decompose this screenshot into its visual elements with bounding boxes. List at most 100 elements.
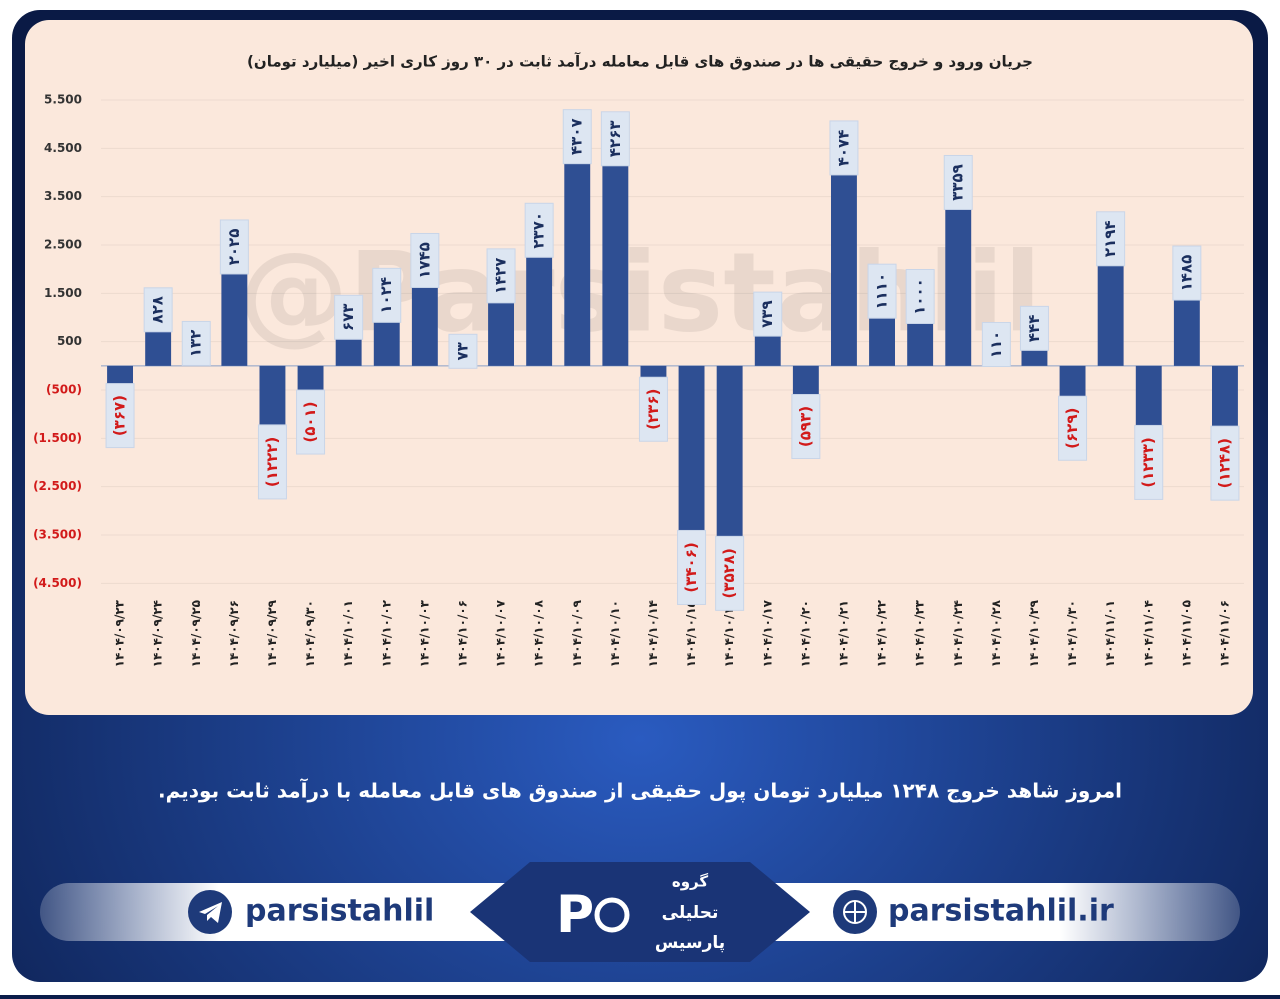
bar bbox=[640, 365, 667, 378]
value-label-box bbox=[677, 529, 707, 605]
x-tick-label: ۱۴۰۴/۱۰/۱۰ bbox=[608, 600, 622, 667]
value-label: (۱۲۲۲) bbox=[263, 437, 281, 487]
bar bbox=[526, 251, 553, 366]
x-tick-label: ۱۴۰۴/۱۰/۰۸ bbox=[532, 599, 546, 667]
x-tick-label: ۱۴۰۴/۱۰/۱۶ bbox=[722, 600, 736, 667]
x-tick-label: ۱۴۰۴/۱۰/۱۵ bbox=[684, 600, 698, 667]
value-label: ۷۳ bbox=[453, 342, 471, 360]
y-tick-label: 500 bbox=[57, 334, 82, 348]
bar bbox=[1097, 259, 1124, 366]
telegram-handle: parsistahlil bbox=[245, 894, 434, 929]
x-tick-label: ۱۴۰۴/۱۰/۲۴ bbox=[951, 600, 965, 667]
value-label: ۴۳۰۷ bbox=[568, 118, 586, 155]
website: parsistahlil.ir bbox=[888, 894, 1114, 929]
y-tick-label: (2.500) bbox=[33, 479, 82, 493]
logo-mark: P bbox=[556, 885, 594, 945]
bar bbox=[107, 365, 134, 384]
value-label-box bbox=[372, 267, 402, 323]
value-label-box bbox=[829, 120, 859, 176]
value-label: (۵۰۱) bbox=[301, 401, 319, 442]
bar bbox=[145, 325, 172, 366]
x-tick-label: ۱۴۰۴/۰۹/۳۰ bbox=[303, 600, 317, 667]
x-tick-label: ۱۴۰۴/۱۰/۰۳ bbox=[417, 599, 431, 667]
value-label-box bbox=[638, 376, 668, 442]
bar bbox=[792, 365, 819, 395]
y-tick-label: (3.500) bbox=[33, 528, 82, 542]
x-tick-label: ۱۴۰۴/۱۰/۰۹ bbox=[570, 599, 584, 667]
value-label-box bbox=[753, 291, 783, 337]
value-label: ۴۰۷۴ bbox=[834, 130, 852, 167]
value-label-box bbox=[143, 287, 173, 333]
x-tick-label: ۱۴۰۴/۰۹/۲۶ bbox=[227, 600, 241, 667]
value-label: (۱۲۴۸) bbox=[1215, 438, 1233, 488]
value-label-box bbox=[1019, 305, 1049, 351]
x-tick-label: ۱۴۰۴/۰۹/۲۳ bbox=[113, 599, 127, 667]
value-label: ۳۳۵۹ bbox=[949, 164, 967, 201]
value-label-box bbox=[257, 424, 287, 500]
value-label: ۶۷۳ bbox=[339, 304, 357, 331]
value-label: ۱۷۴۵ bbox=[415, 242, 433, 279]
value-label-box bbox=[486, 248, 516, 304]
x-tick-label: ۱۴۰۴/۱۰/۲۲ bbox=[875, 599, 889, 667]
bar bbox=[907, 317, 934, 366]
logo-line-3: پارسیس bbox=[655, 933, 725, 953]
value-label-box bbox=[562, 109, 592, 165]
chart-title: جریان ورود و خروج حقیقی ها در صندوق های … bbox=[247, 53, 1033, 71]
y-tick-label: (1.500) bbox=[33, 431, 82, 445]
value-label-box bbox=[334, 294, 364, 340]
value-label: ۲۳۷۰ bbox=[530, 212, 548, 249]
value-label-box bbox=[905, 269, 935, 324]
value-label: (۶۲۹) bbox=[1063, 408, 1081, 449]
bar bbox=[221, 267, 248, 366]
bar bbox=[564, 157, 591, 366]
value-label-box bbox=[715, 535, 745, 611]
x-tick-label: ۱۴۰۴/۱۰/۱۷ bbox=[760, 599, 774, 667]
x-tick-label: ۱۴۰۴/۱۱/۰۶ bbox=[1217, 600, 1231, 667]
value-label-box bbox=[1058, 395, 1088, 461]
value-label-box bbox=[410, 232, 440, 288]
bar bbox=[297, 365, 324, 391]
value-label-box bbox=[1134, 424, 1164, 500]
value-label-box bbox=[524, 202, 554, 258]
bar bbox=[1059, 365, 1086, 397]
value-label: (۲۳۶) bbox=[644, 389, 662, 430]
value-label: ۲۱۹۴ bbox=[1101, 220, 1119, 257]
value-label-box bbox=[1172, 245, 1202, 301]
value-label: ۱۴۸۵ bbox=[1177, 255, 1195, 292]
x-tick-label: ۱۴۰۴/۰۹/۲۵ bbox=[189, 600, 203, 667]
value-label: ۴۴۴ bbox=[1025, 315, 1043, 342]
x-tick-label: ۱۴۰۴/۱۰/۳۰ bbox=[1065, 600, 1079, 667]
value-label: ۱۴۲۷ bbox=[492, 258, 510, 295]
value-label-box bbox=[600, 111, 630, 167]
bar bbox=[1173, 294, 1200, 366]
bar bbox=[830, 168, 857, 366]
bar bbox=[869, 312, 896, 366]
logo-line-2: تحلیلی bbox=[662, 903, 719, 923]
bar bbox=[259, 365, 286, 425]
x-tick-label: ۱۴۰۴/۰۹/۲۴ bbox=[151, 600, 165, 667]
footer-message: امروز شاهد خروج ۱۲۴۸ میلیارد تومان پول ح… bbox=[158, 778, 1122, 804]
value-label-box bbox=[1096, 211, 1126, 267]
value-label-box bbox=[219, 219, 249, 275]
value-label: (۳۵۲۸) bbox=[720, 548, 738, 598]
x-tick-label: ۱۴۰۴/۱۰/۰۲ bbox=[379, 599, 393, 667]
logo-plate bbox=[470, 862, 810, 962]
value-label: ۲۰۲۵ bbox=[225, 229, 243, 266]
bar bbox=[1135, 365, 1162, 426]
value-label: ۱۱۰ bbox=[987, 331, 1005, 358]
value-label: ۷۳۹ bbox=[758, 300, 776, 327]
telegram-icon bbox=[188, 890, 232, 934]
value-label-box bbox=[448, 333, 478, 369]
value-label: ۱۳۲ bbox=[187, 330, 205, 357]
x-tick-label: ۱۴۰۴/۱۰/۲۹ bbox=[1027, 599, 1041, 667]
value-label-box bbox=[867, 263, 897, 319]
value-label-box bbox=[181, 320, 211, 366]
value-label-box bbox=[981, 322, 1011, 368]
value-label-box bbox=[105, 383, 135, 449]
y-tick-label: 2.500 bbox=[44, 238, 82, 252]
bar bbox=[1211, 365, 1238, 427]
y-tick-label: (4.500) bbox=[33, 576, 82, 590]
logo-lens bbox=[594, 897, 630, 933]
bar bbox=[716, 365, 743, 537]
x-tick-label: ۱۴۰۴/۱۰/۰۱ bbox=[341, 600, 355, 667]
